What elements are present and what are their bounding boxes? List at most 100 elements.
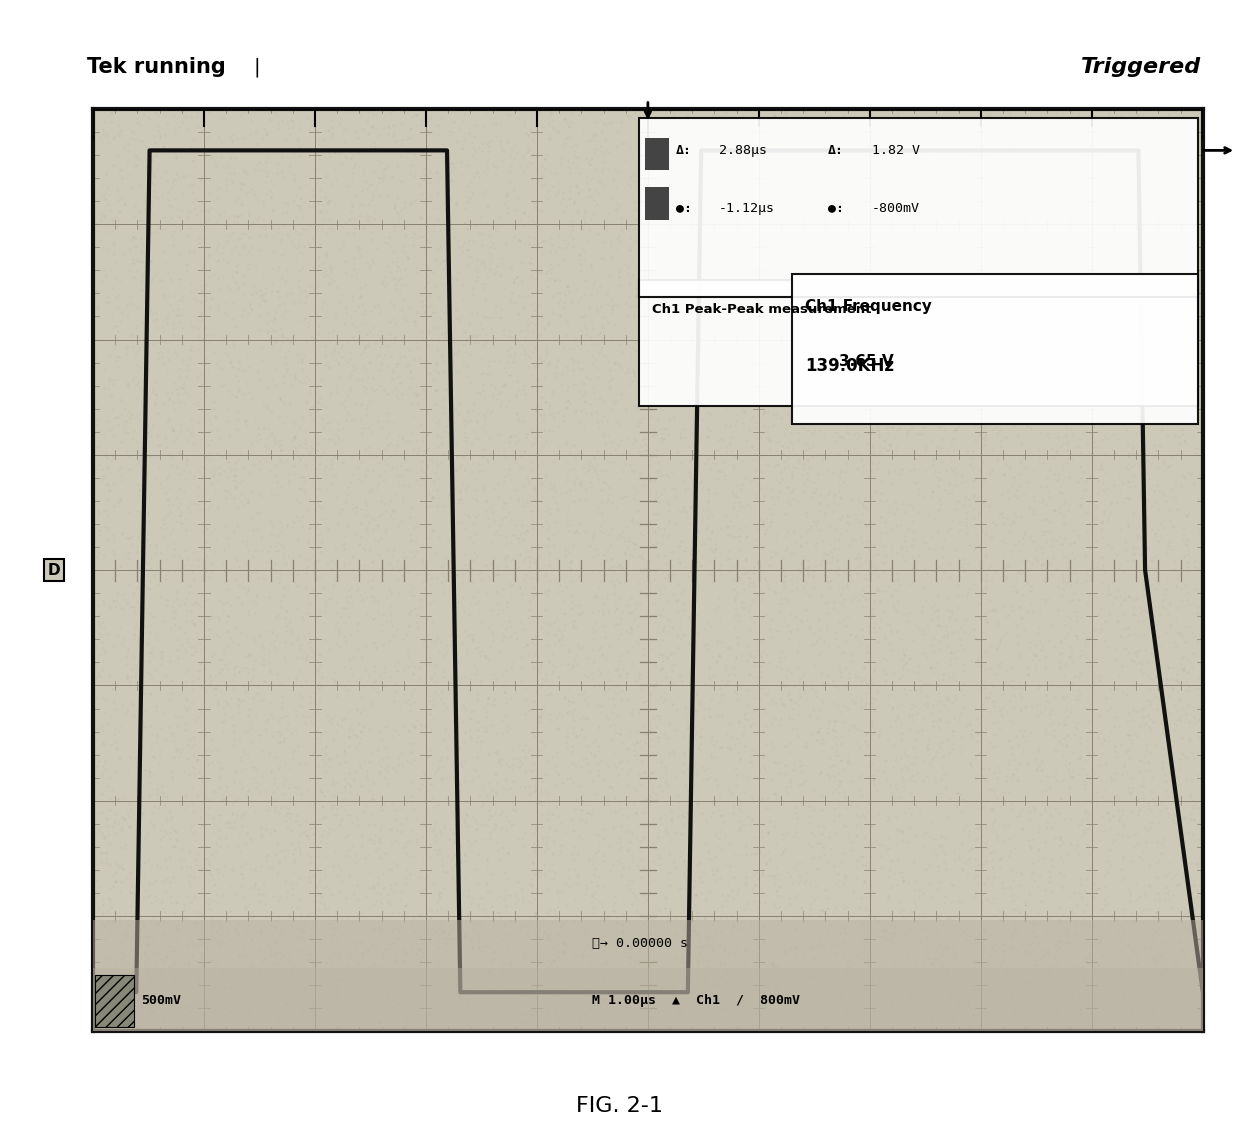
Point <box>486 304 506 322</box>
Point <box>482 564 502 582</box>
Point <box>947 998 967 1017</box>
Point <box>371 354 391 372</box>
Point <box>574 242 594 260</box>
Point <box>693 151 713 170</box>
Point <box>409 906 429 925</box>
Point <box>296 707 316 725</box>
Point <box>1172 367 1192 385</box>
Point <box>109 126 129 144</box>
Point <box>582 335 601 353</box>
Point <box>382 168 402 187</box>
Point <box>1148 532 1168 550</box>
Point <box>285 207 305 226</box>
Point <box>1118 473 1138 492</box>
Point <box>560 103 580 121</box>
Point <box>458 996 477 1014</box>
Point <box>459 190 479 209</box>
Point <box>470 139 490 157</box>
Point <box>1014 893 1034 911</box>
Point <box>1023 863 1043 881</box>
Point <box>697 635 717 653</box>
Point <box>914 487 934 505</box>
Point <box>959 825 978 843</box>
Point <box>636 313 656 331</box>
Point <box>817 724 837 743</box>
Point <box>131 607 151 626</box>
Point <box>157 976 177 995</box>
Point <box>636 214 656 233</box>
Point <box>210 665 229 683</box>
Point <box>875 431 895 449</box>
Point <box>441 636 461 654</box>
Point <box>823 903 843 921</box>
Point <box>791 119 811 138</box>
Point <box>175 482 195 501</box>
Point <box>968 818 988 837</box>
Point <box>164 222 184 241</box>
Point <box>532 678 552 697</box>
Point <box>760 429 780 447</box>
Point <box>172 139 192 157</box>
Point <box>293 927 312 945</box>
Point <box>1034 352 1054 370</box>
Point <box>170 494 190 512</box>
Point <box>283 956 303 974</box>
Point <box>523 824 543 842</box>
Point <box>634 858 653 877</box>
Point <box>999 978 1019 996</box>
Point <box>215 644 234 662</box>
Point <box>646 167 666 186</box>
Point <box>484 785 503 803</box>
Point <box>301 111 321 129</box>
Point <box>236 411 255 430</box>
Point <box>908 253 928 272</box>
Point <box>357 523 377 541</box>
Point <box>1095 149 1115 167</box>
Point <box>604 754 624 772</box>
Point <box>1094 254 1114 273</box>
Point <box>888 709 908 728</box>
Point <box>589 676 609 694</box>
Point <box>407 386 427 405</box>
Point <box>750 669 770 688</box>
Point <box>1056 970 1076 988</box>
Point <box>533 455 553 473</box>
Point <box>583 149 603 167</box>
Point <box>490 526 510 544</box>
Point <box>610 725 630 744</box>
Point <box>952 858 972 877</box>
Point <box>758 456 777 474</box>
Point <box>977 376 997 394</box>
Point <box>448 361 467 379</box>
Point <box>847 285 867 304</box>
Point <box>1109 824 1128 842</box>
Point <box>365 592 384 611</box>
Point <box>445 801 465 819</box>
Point <box>357 211 377 229</box>
Point <box>450 1018 470 1036</box>
Point <box>346 187 366 205</box>
Point <box>830 784 849 802</box>
Point <box>495 550 515 568</box>
Point <box>254 448 274 466</box>
Point <box>954 982 973 1000</box>
Point <box>188 478 208 496</box>
Point <box>508 942 528 960</box>
Point <box>505 894 525 912</box>
Point <box>729 231 749 250</box>
Point <box>632 431 652 449</box>
Point <box>548 924 568 942</box>
Point <box>1171 102 1190 120</box>
Point <box>1190 971 1210 989</box>
Point <box>236 834 255 853</box>
Point <box>786 823 806 841</box>
Point <box>1017 919 1037 937</box>
Point <box>844 694 864 713</box>
Point <box>817 970 837 988</box>
Point <box>1076 699 1096 717</box>
Point <box>1125 652 1145 670</box>
Point <box>103 400 123 418</box>
Point <box>1028 336 1048 354</box>
Point <box>317 406 337 424</box>
Point <box>1162 393 1182 411</box>
